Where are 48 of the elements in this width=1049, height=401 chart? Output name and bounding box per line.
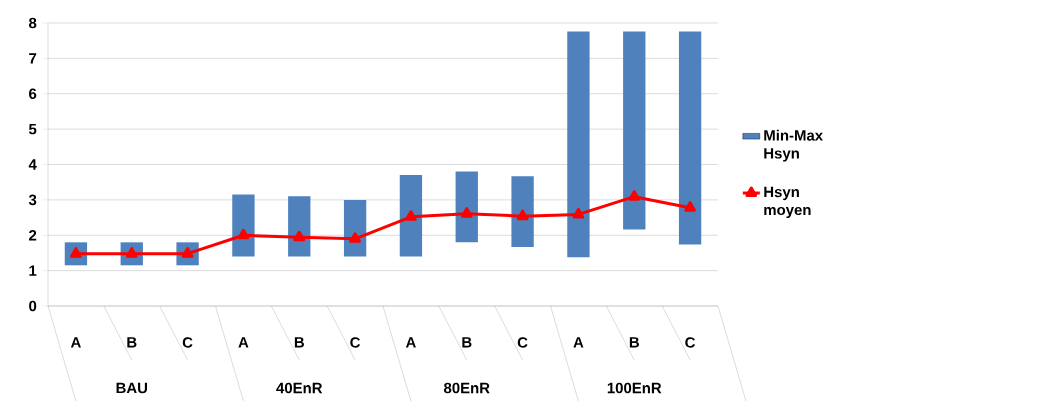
bar: [567, 31, 590, 258]
point: [684, 201, 696, 212]
point: [125, 247, 138, 258]
y-tick-label: 2: [29, 230, 37, 241]
point: [70, 247, 82, 258]
bar: [399, 175, 423, 257]
point: [628, 190, 641, 201]
point: [237, 228, 250, 240]
y-tick-label: 5: [28, 123, 37, 135]
x-tick-label: C: [685, 337, 696, 348]
text: 100EnR: [607, 382, 662, 394]
bar: [288, 196, 311, 257]
bar: [343, 199, 367, 257]
x-tick-label: B: [629, 337, 639, 348]
y-tick-label: 4: [28, 159, 37, 170]
x-tick-label: A: [573, 337, 584, 348]
x-tick-label: C: [182, 337, 193, 348]
text: BAU: [116, 382, 148, 394]
point: [293, 230, 306, 242]
text: 80EnR: [443, 382, 490, 394]
y-tick-label: 1: [29, 265, 37, 276]
x-tick-label: A: [405, 337, 416, 348]
bar: [455, 171, 478, 243]
point: [405, 210, 417, 221]
y-tick-label: 7: [29, 53, 37, 64]
x-tick-label: B: [462, 337, 472, 348]
bar: [232, 194, 255, 257]
x-tick-label: C: [517, 337, 528, 348]
x-tick-label: A: [70, 337, 81, 348]
text: 40EnR: [276, 382, 323, 394]
bar: [678, 31, 702, 245]
x-tick-label: A: [238, 337, 249, 348]
y-tick-label: 6: [29, 88, 37, 100]
point: [572, 207, 585, 219]
legend-label: Min-Max Hsyn: [764, 129, 823, 162]
x-tick-label: B: [294, 337, 304, 348]
point: [181, 247, 194, 258]
y-tick-label: 0: [29, 300, 37, 312]
bar: [511, 176, 534, 247]
point: [516, 209, 529, 221]
x-tick-label: B: [127, 337, 137, 348]
bar: [623, 31, 646, 230]
legend-label: Hsyn moyen: [764, 186, 811, 219]
point: [349, 232, 361, 243]
point: [460, 207, 473, 218]
x-tick-label: C: [350, 337, 361, 348]
y-tick-label: 3: [28, 194, 37, 206]
y-tick-label: 8: [28, 17, 37, 29]
